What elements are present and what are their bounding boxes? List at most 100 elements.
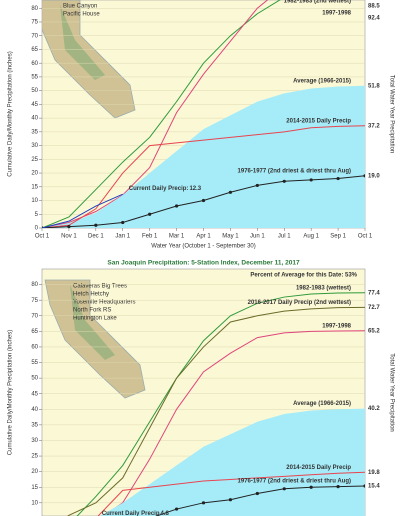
- y-tick-label: 55: [31, 74, 38, 80]
- y-tick-label: 65: [31, 47, 38, 53]
- map-relief: [70, 285, 115, 360]
- marker: [282, 179, 286, 183]
- end-value: 51.8: [368, 83, 380, 89]
- y-tick-label: 5: [35, 212, 39, 218]
- x-axis-title: Water Year (October 1 - September 30): [151, 244, 256, 250]
- y2-axis-title: Total Water Year Precipitation: [388, 75, 394, 154]
- chart-subtitle: Percent of Average for this Date: 53%: [250, 273, 357, 279]
- current-label: Current Daily Precip4.8: [102, 511, 170, 516]
- line: [42, 0, 281, 228]
- end-value: 77.4: [368, 290, 380, 296]
- y-tick-label: 50: [31, 88, 38, 94]
- marker: [228, 190, 233, 194]
- marker: [255, 183, 259, 188]
- y-tick-label: 60: [31, 61, 38, 67]
- station-label: Huntington Lake: [73, 316, 117, 322]
- marker: [336, 485, 340, 489]
- line: [102, 330, 365, 516]
- line: [97, 471, 365, 516]
- marker: [201, 501, 206, 505]
- marker: [148, 212, 152, 216]
- series-name: 1997-1998: [322, 323, 351, 329]
- x-tick-label: Jul 1: [278, 234, 291, 240]
- marker: [282, 487, 286, 491]
- x-tick-label: Nov 1: [61, 234, 77, 240]
- marker: [94, 223, 98, 227]
- series-name: 2014-2015 Daily Precip: [286, 118, 351, 124]
- station-label: Pacific House: [63, 12, 100, 18]
- area: [99, 408, 365, 516]
- plot-clip: Blue Canyon Pacific House: [42, 0, 365, 228]
- y-tick-label: 40: [31, 116, 38, 122]
- station-label: Blue Canyon: [63, 4, 97, 10]
- y-axis-title: Cumulative Daily/Monthly Precipitation (…: [8, 330, 14, 455]
- marker: [121, 220, 125, 225]
- marker: [336, 176, 340, 181]
- y-axis-title: Cumulative Daily/Monthly Precipitation (…: [8, 51, 14, 176]
- y-tick-label: 80: [31, 6, 38, 12]
- series-name: 1976-1977 (2nd driest & driest thru Aug): [238, 168, 351, 174]
- y-tick-label: 80: [31, 282, 38, 288]
- marker: [309, 178, 313, 182]
- station-label: North Fork RS: [73, 308, 111, 314]
- series-name: 1976-1977 (2nd driest & driest thru Aug): [238, 479, 351, 485]
- marker: [228, 498, 233, 502]
- x-tick-label: Oct 1: [35, 234, 50, 240]
- end-value: 37.2: [368, 123, 380, 129]
- y-tick-label: 35: [31, 422, 38, 428]
- marker: [363, 484, 365, 488]
- end-value: 4.8: [161, 511, 170, 516]
- y-tick-label: 10: [31, 500, 38, 506]
- y2-axis-title: Total Water Year Precipitation: [388, 353, 394, 432]
- y-tick-label: 15: [31, 485, 38, 491]
- end-value: 88.5: [368, 4, 380, 10]
- area: [42, 85, 365, 228]
- end-value: 65.2: [368, 328, 380, 334]
- y-tick-label: 20: [31, 171, 38, 177]
- y-tick-label: 45: [31, 102, 38, 108]
- y-tick-label: 45: [31, 391, 38, 397]
- x-tick-label: Feb 1: [142, 234, 158, 240]
- series-name: 1982-1983 (wettest): [296, 285, 351, 291]
- y-tick-label: 35: [31, 129, 38, 135]
- y-tick-label: 25: [31, 157, 38, 163]
- y-tick-label: 60: [31, 345, 38, 351]
- y-tick-label: 10: [31, 198, 38, 204]
- end-value: 92.4: [368, 16, 380, 22]
- x-tick-label: Mar 1: [169, 234, 185, 240]
- series-name: 2014-2015 Daily Precip: [286, 465, 351, 471]
- chart-title: San Joaquin Precipitation: 5-Station Ind…: [107, 260, 300, 267]
- series-name: 1997-1998: [322, 11, 351, 17]
- x-tick-label: May 1: [222, 234, 239, 240]
- marker: [309, 485, 313, 489]
- y-tick-label: 55: [31, 360, 38, 366]
- x-tick-label: Oct 1: [358, 234, 373, 240]
- series-name: 2016-2017 Daily Precip (2nd wettest): [248, 300, 351, 306]
- y-tick-label: 0: [35, 226, 39, 232]
- line: [42, 193, 123, 228]
- end-value: 72.7: [368, 305, 380, 311]
- x-tick-label: Jan 1: [115, 234, 130, 240]
- marker: [67, 225, 71, 228]
- station-label: Yosemite Headquarters: [73, 300, 135, 306]
- line: [67, 306, 365, 516]
- line: [42, 125, 365, 228]
- y-tick-label: 30: [31, 438, 38, 444]
- end-value: 15.4: [368, 484, 380, 490]
- y-tick-label: 50: [31, 376, 38, 382]
- x-tick-label: Jun 1: [250, 234, 265, 240]
- y-tick-label: 70: [31, 33, 38, 39]
- x-tick-label: Dec 1: [88, 234, 104, 240]
- end-value: 19.0: [368, 173, 380, 179]
- series-name: 1982-1983 (2nd wettest): [284, 0, 351, 5]
- y-tick-label: 75: [31, 20, 38, 26]
- y-tick-label: 20: [31, 469, 38, 475]
- end-value: 19.8: [368, 470, 380, 476]
- marker: [174, 507, 179, 511]
- marker: [201, 198, 206, 203]
- marker: [255, 491, 259, 496]
- line: [42, 0, 269, 228]
- y-tick-label: 30: [31, 143, 38, 149]
- marker: [174, 204, 179, 208]
